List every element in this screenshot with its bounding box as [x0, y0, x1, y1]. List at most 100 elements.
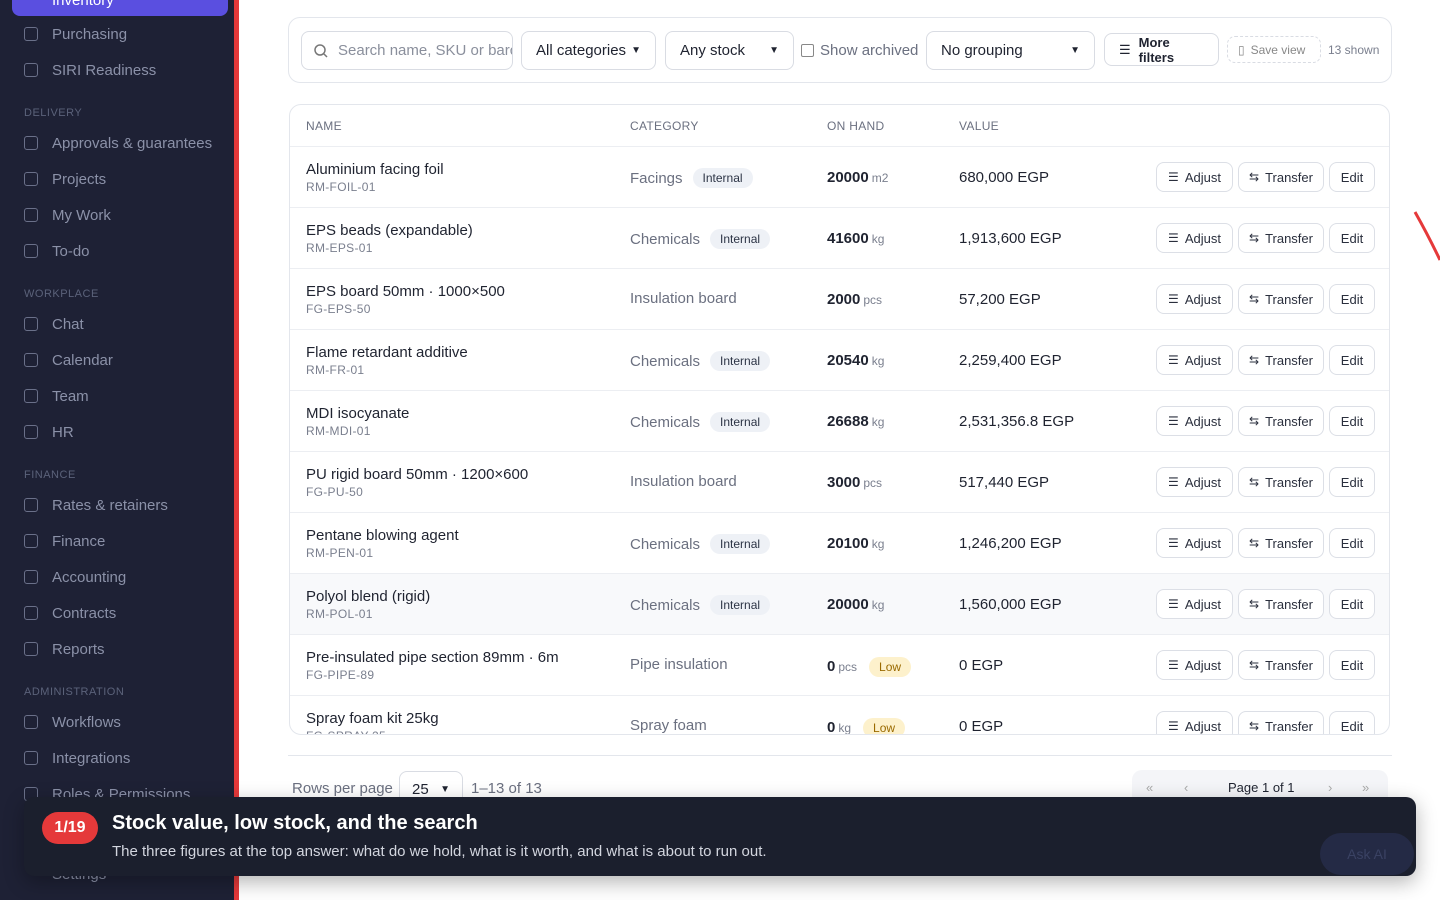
action-button[interactable]: ⇆ Transfer: [1238, 711, 1324, 734]
action-button[interactable]: ☰ Adjust: [1156, 467, 1233, 497]
last-page[interactable]: »: [1362, 780, 1370, 795]
on-hand: 41600 kg: [827, 230, 884, 247]
first-page[interactable]: «: [1146, 780, 1154, 795]
quantity: 3000: [827, 474, 861, 491]
button-icon: ⇆: [1249, 536, 1260, 550]
action-button[interactable]: ⇆ Transfer: [1238, 345, 1324, 375]
nav-label: To-do: [52, 242, 90, 260]
action-button[interactable]: ☰ Adjust: [1156, 406, 1233, 436]
unit: kg: [871, 537, 885, 551]
nav-item[interactable]: Reports: [24, 639, 105, 659]
nav-item[interactable]: HR: [24, 422, 74, 442]
more-filters-button[interactable]: ☰ More filters: [1104, 33, 1219, 66]
nav-item[interactable]: Team: [24, 386, 89, 406]
quantity: 26688: [827, 413, 869, 430]
action-button[interactable]: Edit: [1329, 162, 1375, 192]
action-button[interactable]: Edit: [1329, 711, 1375, 734]
action-button[interactable]: ⇆ Transfer: [1238, 406, 1324, 436]
nav-label: Finance: [52, 532, 106, 550]
action-button[interactable]: ⇆ Transfer: [1238, 650, 1324, 680]
nav-item[interactable]: Chat: [24, 314, 84, 334]
grouping-select[interactable]: No grouping ▼: [926, 31, 1095, 70]
nav-item[interactable]: Contracts: [24, 603, 116, 623]
action-button[interactable]: ☰ Adjust: [1156, 711, 1233, 734]
action-button[interactable]: Edit: [1329, 345, 1375, 375]
on-hand: 2000 pcs: [827, 291, 882, 308]
action-button[interactable]: ⇆ Transfer: [1238, 284, 1324, 314]
nav-label: Accounting: [52, 568, 127, 586]
action-button[interactable]: Edit: [1329, 589, 1375, 619]
on-hand: 0 pcs Low: [827, 657, 912, 677]
button-icon: ☰: [1168, 231, 1179, 245]
nav-item[interactable]: Calendar: [24, 350, 113, 370]
prev-page[interactable]: ‹: [1184, 780, 1189, 795]
item-name: Flame retardant additive: [306, 344, 468, 361]
nav-label: My Work: [52, 206, 111, 224]
action-button[interactable]: ⇆ Transfer: [1238, 162, 1324, 192]
category-text: Facings: [630, 169, 683, 187]
nav-item[interactable]: Rates & retainers: [24, 495, 168, 515]
action-button[interactable]: ☰ Adjust: [1156, 162, 1233, 192]
action-button[interactable]: Edit: [1329, 223, 1375, 253]
shown-count: 13 shown: [1328, 43, 1380, 57]
button-text: Edit: [1340, 474, 1364, 490]
next-page[interactable]: ›: [1328, 780, 1333, 795]
item-value: 57,200 EGP: [959, 291, 1041, 308]
button-text: Transfer: [1265, 596, 1313, 612]
item-sku: FG-PIPE-89: [306, 668, 375, 682]
button-text: Edit: [1340, 352, 1364, 368]
action-button[interactable]: Edit: [1329, 650, 1375, 680]
action-button[interactable]: ⇆ Transfer: [1238, 528, 1324, 558]
nav-item[interactable]: Finance: [24, 531, 105, 551]
nav-label: Approvals & guarantees: [52, 134, 213, 152]
stock-select[interactable]: Any stock ▼: [665, 31, 794, 70]
archived-toggle[interactable]: Show archived: [801, 42, 918, 59]
nav-item[interactable]: My Work: [24, 205, 111, 225]
category-tag: Internal: [710, 351, 771, 371]
action-button[interactable]: ☰ Adjust: [1156, 650, 1233, 680]
action-button[interactable]: Edit: [1329, 528, 1375, 558]
low-badge: Low: [863, 718, 906, 734]
table-row: MDI isocyanate RM-MDI-01 Chemicals Internal…: [290, 390, 1389, 451]
item-sku: RM-POL-01: [306, 607, 373, 621]
category-select[interactable]: All categories ▼: [521, 31, 656, 70]
button-icon: ⇆: [1249, 292, 1260, 306]
action-button[interactable]: ☰ Adjust: [1156, 223, 1233, 253]
nav-item[interactable]: Approvals & guarantees: [24, 133, 212, 153]
nav-item[interactable]: Workflows: [24, 712, 121, 732]
action-button[interactable]: Edit: [1329, 284, 1375, 314]
action-button[interactable]: ☰ Adjust: [1156, 589, 1233, 619]
action-button[interactable]: ☰ Adjust: [1156, 528, 1233, 558]
select-text: Any stock: [680, 42, 746, 59]
action-button[interactable]: Edit: [1329, 406, 1375, 436]
button-text: Edit: [1340, 230, 1364, 246]
item-category: Chemicals Internal: [630, 412, 771, 432]
action-button[interactable]: ☰ Adjust: [1156, 284, 1233, 314]
action-button[interactable]: ⇆ Transfer: [1238, 467, 1324, 497]
unit: m2: [871, 171, 889, 185]
save-view-button[interactable]: ▯ Save view: [1227, 36, 1321, 63]
column-header: ON HAND: [827, 119, 885, 133]
nav-item[interactable]: Integrations: [24, 748, 130, 768]
button-text: Edit: [1340, 291, 1364, 307]
button-icon: ☰: [1168, 475, 1179, 489]
action-button[interactable]: ⇆ Transfer: [1238, 223, 1324, 253]
action-button[interactable]: ☰ Adjust: [1156, 345, 1233, 375]
nav-active[interactable]: Inventory: [12, 0, 228, 16]
nav-icon: [24, 208, 38, 222]
nav-item[interactable]: SIRI Readiness: [24, 60, 156, 80]
action-button[interactable]: Edit: [1329, 467, 1375, 497]
button-text: More filters: [1138, 34, 1175, 65]
ask-ai-button[interactable]: Ask AI: [1320, 833, 1414, 875]
action-button[interactable]: ⇆ Transfer: [1238, 589, 1324, 619]
button-text: Adjust: [1184, 474, 1221, 490]
nav-item[interactable]: Projects: [24, 169, 106, 189]
nav-item[interactable]: Purchasing: [24, 24, 127, 44]
nav-item[interactable]: To-do: [24, 241, 90, 261]
search-input[interactable]: Search name, SKU or barcode: [301, 31, 513, 70]
nav-item[interactable]: Accounting: [24, 567, 126, 587]
nav-icon: [24, 642, 38, 656]
tour-step: 1/19: [42, 812, 98, 844]
button-icon: ☰: [1168, 292, 1179, 306]
item-sku: RM-EPS-01: [306, 241, 373, 255]
